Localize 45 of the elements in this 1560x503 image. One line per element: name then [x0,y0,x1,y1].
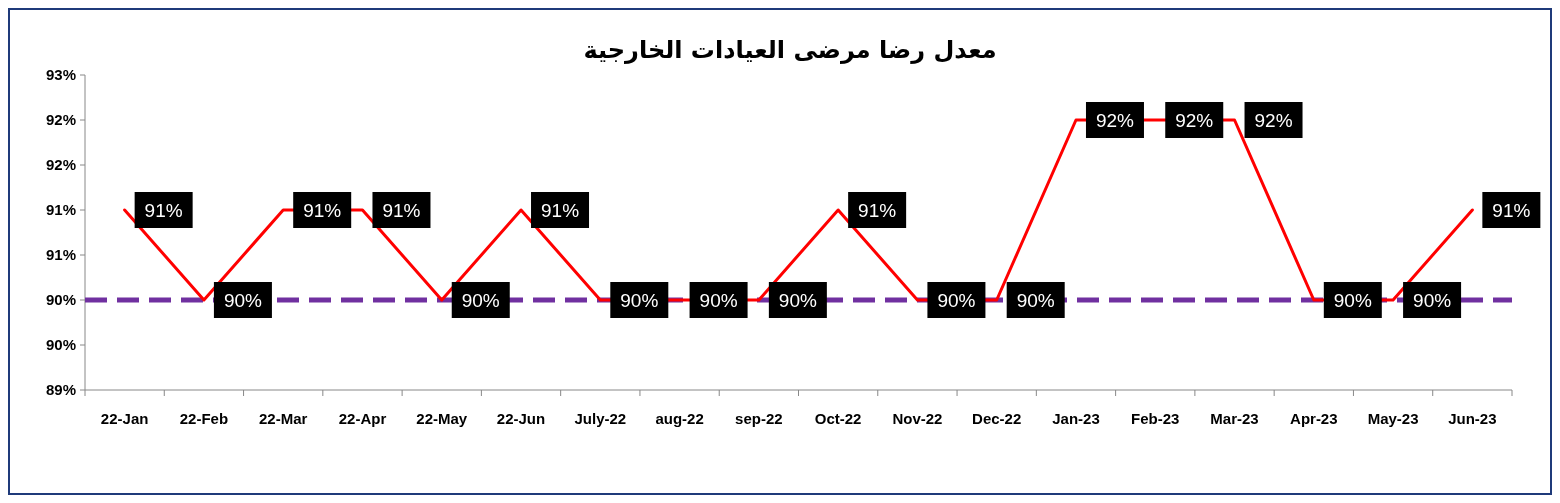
x-tick-label: aug-22 [655,410,704,427]
x-tick-label: Jan-23 [1052,410,1100,427]
x-tick-label: 22-Jun [496,410,546,427]
x-tick-label: 22-May [416,410,468,427]
data-label: 92% [1254,109,1293,131]
data-label: 92% [1175,109,1214,131]
y-tick-label: 91% [45,201,76,219]
data-label: 91% [144,199,183,221]
data-label: 90% [1413,289,1452,311]
data-label: 90% [1016,289,1055,311]
x-tick-label: Apr-23 [1290,410,1338,427]
x-tick-label: 22-Mar [259,410,308,427]
y-tick-label: 90% [45,336,76,354]
x-tick-label: 22-Jan [100,410,149,427]
y-tick-label: 93% [45,66,76,84]
data-label: 90% [620,289,659,311]
x-tick-label: Dec-22 [972,410,1022,427]
data-label: 91% [858,199,897,221]
y-tick-label: 90% [45,291,76,309]
data-label: 92% [1095,109,1135,131]
data-label: 91% [303,199,342,221]
x-tick-label: Mar-23 [1210,410,1259,427]
x-tick-label: sep-22 [735,410,783,427]
x-tick-label: July-22 [574,410,627,427]
x-tick-label: Oct-22 [814,410,862,427]
y-tick-label: 92% [45,156,76,174]
data-label: 90% [699,289,738,311]
x-tick-label: May-23 [1367,410,1419,427]
data-label: 90% [1333,289,1372,311]
data-label: 90% [937,289,976,311]
y-tick-label: 92% [45,111,76,129]
data-label: 91% [382,199,421,221]
data-label: 90% [778,289,817,311]
x-tick-label: 22-Apr [338,410,387,427]
chart-title: معدل رضا مرضى العيادات الخارجية [583,36,997,64]
y-tick-label: 89% [45,381,76,399]
data-label: 90% [461,289,500,311]
x-tick-label: Nov-22 [892,410,943,427]
data-label: 90% [223,289,263,311]
data-label: 91% [1492,199,1531,221]
x-tick-label: Feb-23 [1131,410,1180,427]
y-tick-label: 91% [45,246,76,264]
x-tick-label: Jun-23 [1448,410,1497,427]
x-tick-label: 22-Feb [179,410,229,427]
data-label: 91% [541,199,580,221]
